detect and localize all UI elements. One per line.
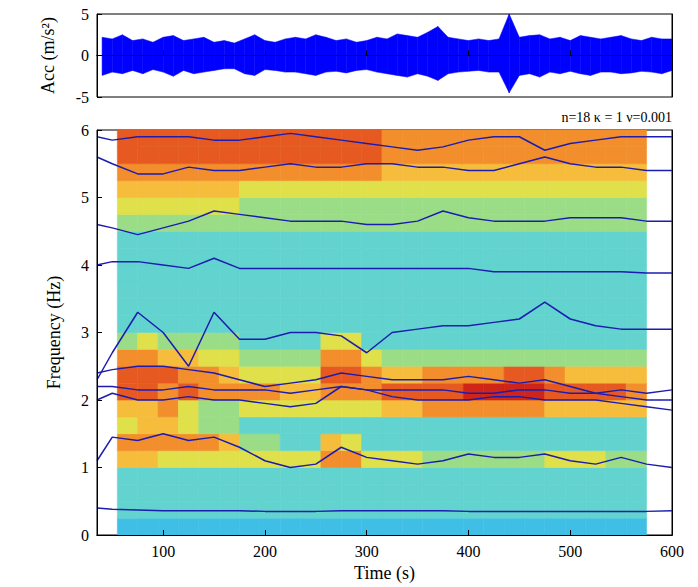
svg-text:300: 300	[355, 543, 379, 560]
svg-text:-5: -5	[76, 89, 89, 106]
svg-text:1: 1	[81, 459, 89, 476]
svg-text:n=18 κ = 1 ν=0.001: n=18 κ = 1 ν=0.001	[561, 110, 672, 125]
svg-text:0: 0	[81, 47, 89, 64]
svg-text:500: 500	[558, 543, 582, 560]
svg-text:2: 2	[81, 392, 89, 409]
svg-text:6: 6	[81, 122, 89, 139]
svg-text:5: 5	[81, 6, 89, 23]
svg-text:100: 100	[151, 543, 175, 560]
svg-text:3: 3	[81, 324, 89, 341]
svg-text:200: 200	[253, 543, 277, 560]
svg-text:Acc (m/s²): Acc (m/s²)	[38, 17, 59, 94]
svg-text:Frequency (Hz): Frequency (Hz)	[44, 276, 65, 389]
svg-text:4: 4	[81, 257, 89, 274]
svg-text:0: 0	[81, 527, 89, 544]
svg-text:600: 600	[660, 543, 684, 560]
svg-text:400: 400	[456, 543, 480, 560]
svg-text:5: 5	[81, 189, 89, 206]
svg-text:Time (s): Time (s)	[354, 563, 415, 584]
